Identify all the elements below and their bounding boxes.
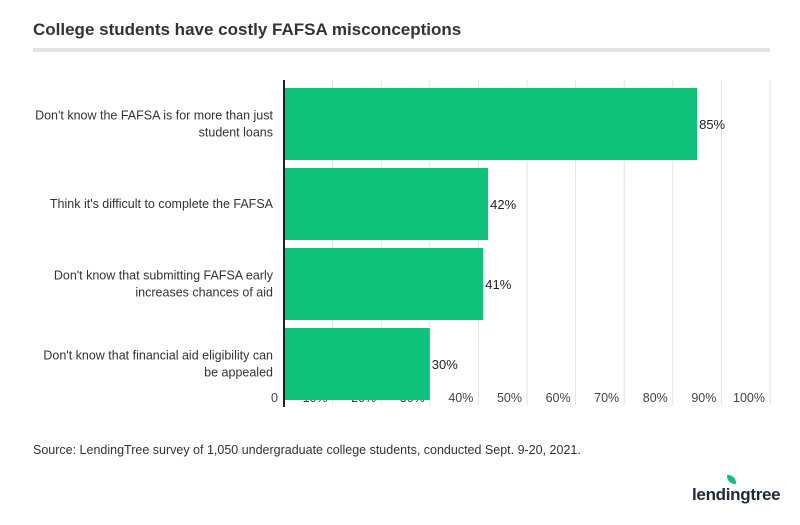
bar	[284, 168, 489, 240]
x-tick-label: 90%	[691, 391, 716, 405]
category-label: be appealed	[204, 366, 273, 380]
bar	[284, 328, 430, 400]
category-label: Don't know the FAFSA is for more than ju…	[35, 109, 273, 123]
bar	[284, 248, 484, 320]
x-tick-label: 0	[271, 391, 278, 405]
logo-leaf-icon	[727, 475, 736, 484]
x-tick-label: 100%	[733, 391, 765, 405]
title-divider	[33, 48, 770, 52]
x-tick-label: 60%	[546, 391, 571, 405]
data-label: 42%	[490, 197, 516, 212]
lendingtree-logo: lendingtree	[692, 485, 781, 504]
x-tick-label: 70%	[594, 391, 619, 405]
x-tick-label: 40%	[448, 391, 473, 405]
chart-title: College students have costly FAFSA misco…	[33, 20, 462, 39]
source-note: Source: LendingTree survey of 1,050 unde…	[33, 443, 581, 457]
category-label: increases chances of aid	[135, 286, 273, 300]
data-label: 41%	[485, 277, 511, 292]
bar	[284, 88, 698, 160]
x-tick-label: 50%	[497, 391, 522, 405]
category-label: Don't know that financial aid eligibilit…	[43, 349, 273, 363]
x-tick-label: 80%	[643, 391, 668, 405]
category-label: student loans	[199, 126, 273, 140]
data-label: 85%	[699, 117, 725, 132]
category-label: Don't know that submitting FAFSA early	[54, 269, 274, 283]
data-label: 30%	[432, 357, 458, 372]
category-label: Think it's difficult to complete the FAF…	[50, 197, 274, 211]
